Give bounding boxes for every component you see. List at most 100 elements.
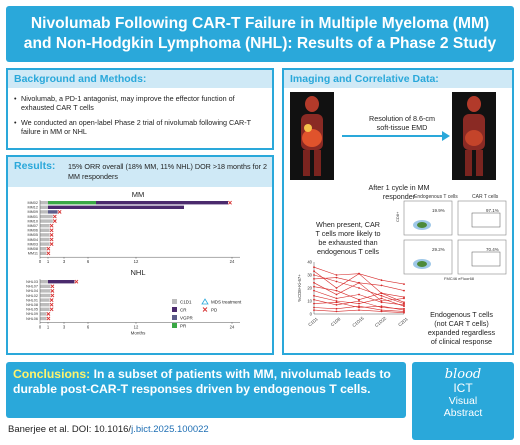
- patient-label: MM01: [27, 215, 38, 219]
- data-point: [403, 310, 405, 313]
- citation: Banerjee et al. DOI: 10.1016/j.bict.2025…: [8, 424, 209, 435]
- doi-link[interactable]: j.bict.2025.100022: [131, 424, 209, 435]
- c1d1-bar: [40, 205, 48, 209]
- pd-marker: [52, 214, 57, 219]
- data-point: [313, 289, 315, 292]
- data-point: [403, 301, 405, 304]
- patient-label: NHL01: [26, 298, 38, 302]
- y-axis-label: %CD8+Ki-67+: [297, 274, 302, 302]
- flow-y-label: CD8+: [395, 211, 400, 222]
- pd-marker: [46, 251, 51, 256]
- data-point: [403, 296, 405, 298]
- y-tick-label: 0: [310, 312, 313, 317]
- results-heading: Results:: [14, 160, 56, 172]
- data-point: [380, 284, 383, 287]
- conclusions-text-block: Conclusions: In a subset of patients wit…: [13, 367, 399, 397]
- patient-label: MM11: [28, 252, 38, 256]
- pd-marker: [46, 311, 51, 316]
- data-point: [358, 287, 360, 289]
- imaging-figures: Endogenous T cells CAR T cells 19.9% 97.…: [290, 92, 507, 328]
- x-tick-label: 24: [230, 259, 235, 264]
- c1d1-bar: [40, 312, 47, 316]
- patient-label: NHL04: [26, 289, 38, 293]
- imaging-note-cycle: After 1 cycle in MM responder: [354, 183, 444, 201]
- data-point: [313, 302, 315, 305]
- flow-value: 97.1%: [486, 208, 499, 213]
- data-point: [335, 289, 338, 292]
- c1d1-bar: [40, 251, 47, 255]
- data-point: [403, 289, 405, 292]
- legend-swatch: [172, 323, 177, 328]
- logo-abstract: Abstract: [443, 407, 483, 419]
- c1d1-bar: [40, 307, 50, 311]
- legend-label: PR: [180, 324, 187, 329]
- legend-swatch: [172, 307, 177, 312]
- group-title: NHL: [130, 268, 145, 277]
- pd-marker: [49, 307, 54, 312]
- imaging-panel: Imaging and Correlative Data:: [282, 68, 514, 355]
- c1d1-bar: [40, 298, 50, 302]
- cr-bar: [48, 205, 184, 209]
- cr-bar: [48, 280, 75, 284]
- legend-swatch: [172, 299, 177, 304]
- patient-label: MM09: [27, 210, 38, 214]
- c1d1-bar: [40, 293, 51, 298]
- c1d1-bar: [40, 210, 48, 214]
- logo-ict: ICT: [453, 381, 473, 395]
- note-line: expanded regardless: [427, 328, 496, 337]
- patient-label: MM08: [27, 247, 38, 251]
- x-tick-label: 3: [63, 324, 66, 329]
- data-point: [358, 302, 360, 305]
- group-title: MM: [132, 190, 145, 199]
- imaging-note-resolution: Resolution of 8.6-cm soft-tissue EMD: [362, 114, 442, 132]
- legend-label: C1D1: [180, 300, 192, 305]
- flow-right-title: CAR T cells: [472, 194, 499, 200]
- flow-left-title: Endogenous T cells: [414, 194, 458, 200]
- data-point: [380, 301, 383, 304]
- data-point: [313, 309, 315, 311]
- c1d1-bar: [40, 201, 48, 205]
- legend-label: VGPR: [180, 316, 194, 321]
- c1d1-bar: [40, 237, 50, 242]
- note-line: Resolution of 8.6-cm: [369, 114, 435, 123]
- patient-label: NHL05: [26, 308, 38, 312]
- flow-plot: [457, 200, 507, 236]
- patient-label: NHL08: [26, 303, 38, 307]
- c1d1-bar: [40, 219, 53, 223]
- flow-x-label: FMC46 eFluor68: [444, 276, 475, 281]
- data-point: [403, 297, 405, 300]
- legend-label: MDS treatment: [211, 300, 242, 305]
- x-tick-label: 6: [87, 324, 90, 329]
- data-point: [313, 298, 315, 301]
- x-tick-label: 0: [39, 259, 42, 264]
- data-point: [380, 279, 383, 282]
- c1d1-bar: [40, 247, 47, 251]
- note-line: soft-tissue EMD: [376, 123, 428, 132]
- imaging-note-expanded: Endogenous T cells (not CAR T cells) exp…: [414, 310, 509, 346]
- note-line: be exhausted than: [318, 238, 378, 247]
- pd-marker: [49, 228, 54, 233]
- pr-bar: [48, 201, 96, 205]
- pd-marker: [50, 293, 55, 298]
- note-line: When present, CAR: [316, 220, 380, 229]
- series-line: [313, 270, 405, 298]
- cr-bar: [96, 201, 228, 205]
- data-point: [358, 298, 360, 301]
- results-band: [8, 157, 272, 187]
- data-point: [403, 311, 405, 314]
- pd-marker: [49, 232, 54, 237]
- pd-marker-icon: [202, 307, 208, 312]
- x-tick-label: 1: [47, 259, 50, 264]
- x-tick-label: 12: [134, 324, 139, 329]
- title-line-2: and Non-Hodgkin Lymphoma (NHL): Results …: [23, 35, 497, 52]
- pd-marker: [52, 219, 57, 224]
- pd-marker: [46, 316, 51, 321]
- patient-label: NHL03: [26, 280, 38, 284]
- patient-label: MM06: [27, 229, 38, 233]
- pd-marker: [228, 200, 232, 205]
- x-tick-label: 1: [47, 324, 50, 329]
- pd-marker: [49, 302, 54, 307]
- pd-marker: [49, 242, 54, 247]
- pd-marker: [49, 237, 54, 242]
- note-line: responder: [382, 192, 416, 201]
